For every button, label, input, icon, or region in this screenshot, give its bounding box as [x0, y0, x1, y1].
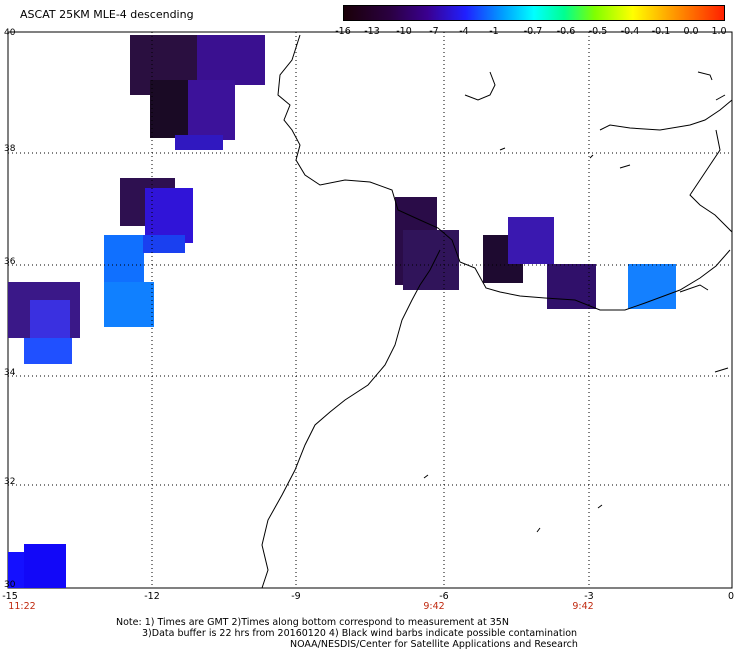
- footnote-line-1: Note: 1) Times are GMT 2)Times along bot…: [116, 617, 509, 628]
- time-label: 9:42: [423, 601, 445, 612]
- swath-cell: [508, 217, 554, 264]
- footnote-line-3: NOAA/NESDIS/Center for Satellite Applica…: [290, 639, 578, 650]
- lat-label: 34: [4, 368, 16, 378]
- swath-cell: [628, 264, 676, 309]
- footnote-line-2: 3)Data buffer is 22 hrs from 20160120 4)…: [142, 628, 578, 639]
- lat-label: 32: [4, 477, 16, 487]
- lon-label: -12: [144, 591, 160, 602]
- lon-label: -9: [291, 591, 301, 602]
- lon-label: -3: [584, 591, 594, 602]
- swath-cell: [143, 235, 185, 253]
- swath-cell: [24, 544, 66, 588]
- swath-cell: [403, 230, 459, 290]
- lon-label: 0: [727, 591, 735, 602]
- time-label: 9:42: [572, 601, 594, 612]
- swath-cell: [197, 35, 265, 85]
- wind-swaths: [8, 35, 676, 588]
- swath-cell: [188, 80, 235, 140]
- lon-label: -6: [439, 591, 449, 602]
- lat-label: 36: [4, 257, 16, 267]
- lat-label: 38: [4, 144, 16, 154]
- swath-cell: [30, 300, 70, 345]
- coastline: [261, 34, 733, 589]
- lat-label: 30: [4, 580, 16, 590]
- graticule: [8, 32, 732, 588]
- swath-cell: [150, 80, 190, 138]
- lon-label: -15: [2, 591, 18, 602]
- swath-cell: [175, 135, 223, 150]
- swath-cell: [104, 282, 154, 327]
- lat-label: 40: [4, 28, 16, 38]
- time-label: 11:22: [8, 601, 36, 612]
- map-title: ASCAT 25KM MLE-4 descending: [20, 8, 194, 21]
- swath-cell: [547, 264, 596, 309]
- swath-cell: [24, 338, 72, 364]
- swath-cell: [145, 188, 193, 243]
- swath-cell: [104, 235, 144, 282]
- color-scale-bar: [343, 5, 725, 21]
- footnote: Note: 1) Times are GMT 2)Times along bot…: [116, 617, 578, 650]
